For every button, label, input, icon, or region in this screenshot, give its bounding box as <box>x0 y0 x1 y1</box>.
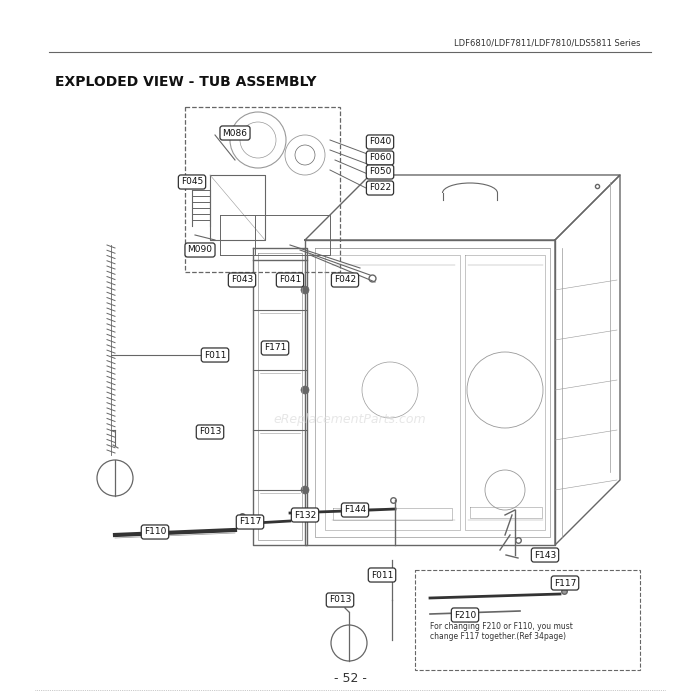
Circle shape <box>301 286 309 294</box>
Text: F144: F144 <box>344 505 366 514</box>
Bar <box>415 570 640 670</box>
Text: M086: M086 <box>223 129 248 137</box>
Text: EXPLODED VIEW - TUB ASSEMBLY: EXPLODED VIEW - TUB ASSEMBLY <box>55 75 316 89</box>
Text: F022: F022 <box>369 183 391 192</box>
Text: F060: F060 <box>369 153 391 162</box>
Text: F117: F117 <box>554 578 576 587</box>
Text: F011: F011 <box>371 570 393 580</box>
Text: F171: F171 <box>264 344 286 353</box>
Bar <box>185 107 340 272</box>
Text: - 52 -: - 52 - <box>334 672 366 685</box>
Text: F013: F013 <box>329 596 351 605</box>
Text: F040: F040 <box>369 137 391 146</box>
Text: eReplacementParts.com: eReplacementParts.com <box>274 414 426 426</box>
Circle shape <box>301 486 309 494</box>
Text: F045: F045 <box>181 178 203 186</box>
Text: F011: F011 <box>204 351 226 360</box>
Text: For changing F210 or F110, you must
change F117 together.(Ref 34page): For changing F210 or F110, you must chan… <box>430 622 573 641</box>
Text: F043: F043 <box>231 276 253 284</box>
Circle shape <box>301 386 309 394</box>
Text: F210: F210 <box>454 610 476 620</box>
Text: F050: F050 <box>369 167 391 176</box>
Text: F013: F013 <box>199 428 221 437</box>
Text: F132: F132 <box>294 510 316 519</box>
Text: M090: M090 <box>188 246 213 255</box>
Text: F042: F042 <box>334 276 356 284</box>
Text: F110: F110 <box>144 528 166 536</box>
Text: F041: F041 <box>279 276 301 284</box>
Text: F143: F143 <box>534 550 556 559</box>
Text: LDF6810/LDF7811/LDF7810/LDS5811 Series: LDF6810/LDF7811/LDF7810/LDS5811 Series <box>454 38 640 47</box>
Text: F117: F117 <box>239 517 261 526</box>
